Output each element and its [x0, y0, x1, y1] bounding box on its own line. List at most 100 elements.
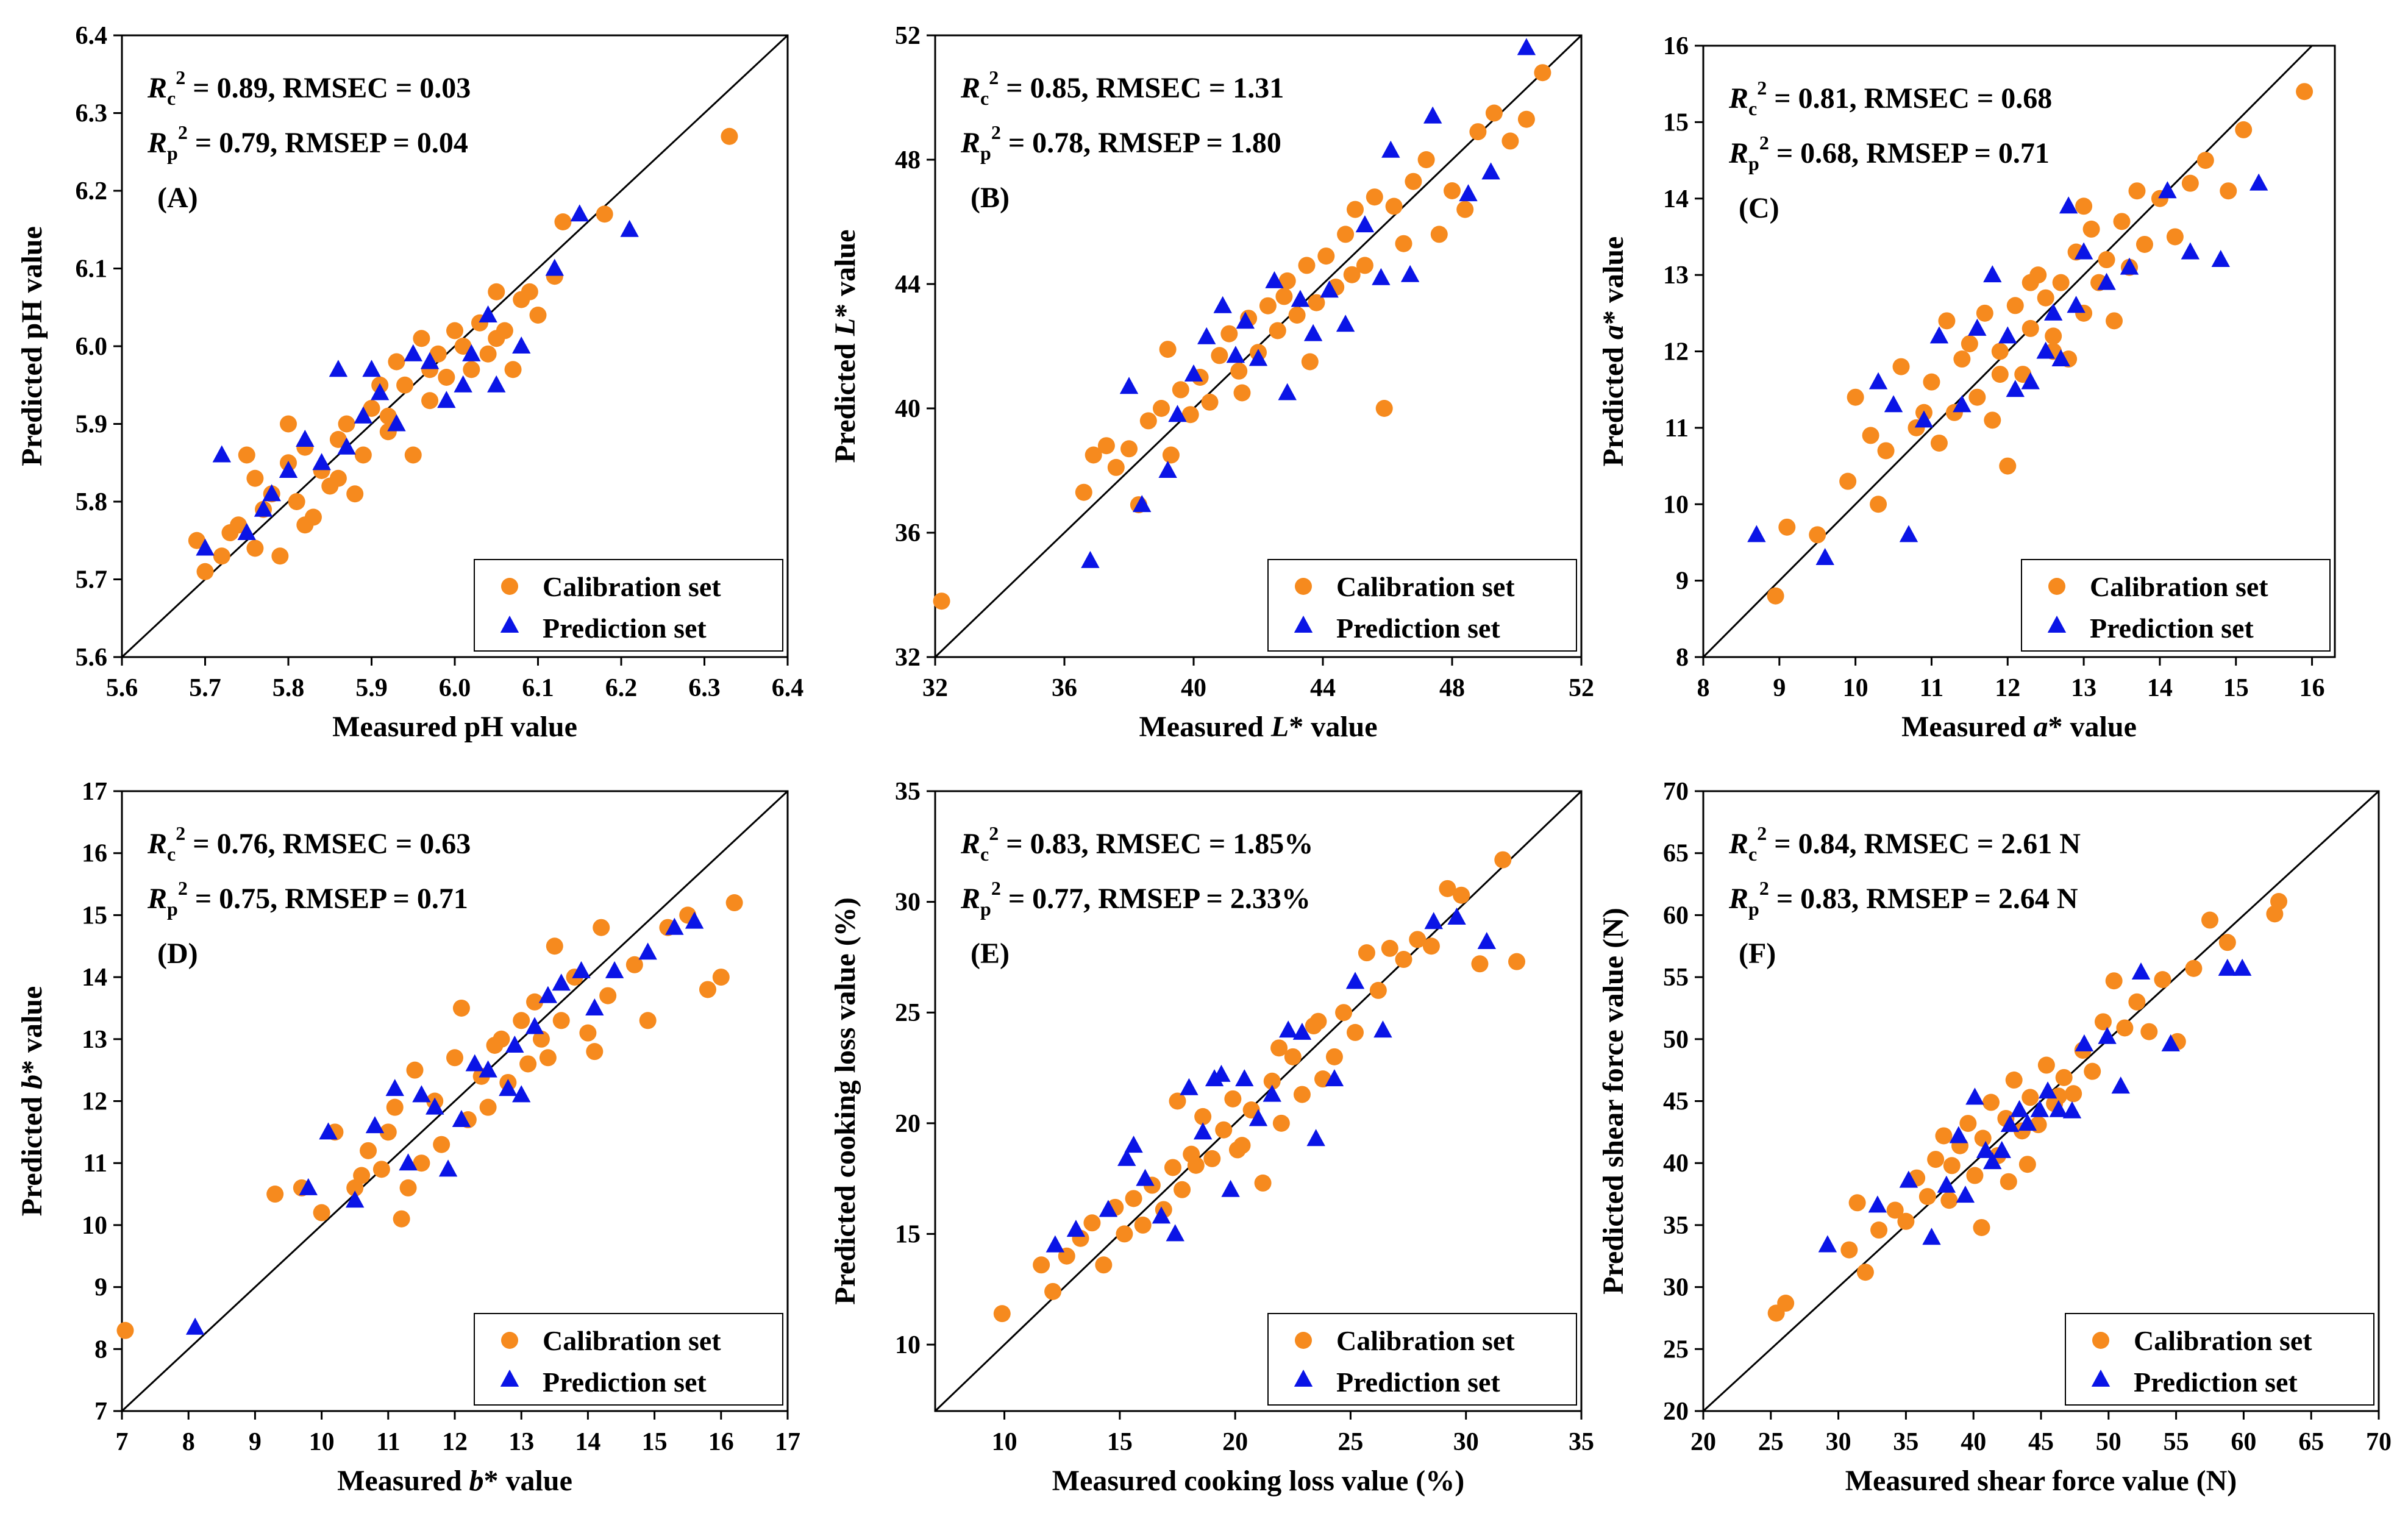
x-tick-label: 12: [442, 1428, 468, 1456]
stats-calibration: Rc2 = 0.85, RMSEC = 1.31: [960, 66, 1284, 109]
chart-panel-6: 20 25 30 35 40 45 50 55 60 65 70 20 25 30 35 40 45 50 55 60…: [1597, 778, 2392, 1497]
data-point-calibration: [1943, 1157, 1961, 1175]
data-point-calibration: [529, 307, 547, 324]
data-point-prediction: [2218, 958, 2237, 976]
data-point-calibration: [2098, 251, 2115, 269]
data-point-calibration: [1405, 172, 1422, 190]
data-point-calibration: [2218, 934, 2236, 951]
data-point-calibration: [230, 516, 248, 534]
data-point-prediction: [1983, 265, 2002, 283]
data-point-calibration: [1381, 939, 1398, 957]
data-point-calibration: [296, 516, 314, 534]
data-point-calibration: [1358, 944, 1375, 962]
data-point-prediction: [354, 406, 373, 424]
x-tick-label: 48: [1439, 674, 1465, 702]
data-point-prediction: [2062, 1101, 2082, 1118]
data-point-prediction: [2049, 1100, 2068, 1117]
legend-label-prediction: Prediction set: [543, 613, 707, 644]
x-tick-label: 9: [1773, 674, 1786, 702]
y-tick-label: 5.6: [76, 644, 108, 672]
panel-label: (A): [157, 182, 198, 214]
data-point-calibration: [1325, 1048, 1343, 1065]
y-tick-label: 5.7: [76, 566, 108, 594]
data-point-prediction: [346, 1190, 365, 1208]
data-point-calibration: [266, 1186, 284, 1203]
y-axis-label: Predicted shear force value (N): [1597, 908, 1630, 1295]
data-point-prediction: [1249, 349, 1268, 366]
data-point-prediction: [1166, 1224, 1184, 1242]
data-point-calibration: [2201, 911, 2218, 929]
data-point-prediction: [1158, 461, 1177, 478]
data-point-calibration: [246, 539, 264, 557]
data-point-calibration: [1953, 350, 1971, 368]
x-tick-label: 45: [2028, 1428, 2054, 1456]
data-point-calibration: [546, 937, 563, 955]
data-point-calibration: [238, 446, 255, 464]
data-point-calibration: [396, 376, 414, 394]
x-tick-label: 55: [2164, 1428, 2189, 1456]
data-point-calibration: [1444, 182, 1461, 199]
y-tick-label: 36: [895, 519, 921, 547]
x-tick-label: 35: [1569, 1428, 1594, 1456]
x-tick-label: 6.1: [522, 674, 554, 702]
data-point-calibration: [639, 1012, 657, 1029]
x-axis-label: Measured cooking loss value (%): [1052, 1465, 1464, 1497]
data-point-calibration: [1347, 1023, 1364, 1041]
legend-marker-prediction: [1294, 616, 1313, 633]
data-point-prediction: [254, 499, 273, 517]
data-point-calibration: [479, 345, 497, 363]
legend-marker-prediction: [2091, 1370, 2111, 1387]
data-point-prediction: [2161, 1034, 2180, 1051]
y-tick-label: 12: [82, 1088, 107, 1116]
data-point-calibration: [1356, 257, 1373, 274]
data-point-prediction: [1447, 908, 1466, 925]
data-point-prediction: [505, 1035, 524, 1053]
data-point-calibration: [1181, 406, 1199, 424]
y-axis-label: Predicted a* value: [1597, 236, 1630, 467]
y-tick-label: 9: [94, 1274, 107, 1302]
data-point-prediction: [1372, 268, 1391, 285]
y-axis-label: Predicted pH value: [16, 226, 48, 466]
data-point-calibration: [379, 1123, 397, 1141]
x-tick-label: 65: [2298, 1428, 2324, 1456]
data-point-prediction: [1355, 215, 1375, 233]
data-point-prediction: [1306, 1129, 1325, 1147]
data-point-calibration: [1194, 1108, 1212, 1125]
data-point-prediction: [2051, 349, 2070, 367]
legend-label-prediction: Prediction set: [543, 1367, 707, 1398]
legend-marker-calibration: [1295, 1332, 1312, 1349]
chart-panel-4: 7 8 9 10 11 12 13 14 15 16 17 7 8 9 10 11 12 13 14 15 16 17 Me…: [16, 778, 800, 1497]
data-point-calibration: [1164, 1159, 1181, 1176]
x-tick-label: 10: [1843, 674, 1868, 702]
data-point-prediction: [1279, 1020, 1298, 1038]
data-point-calibration: [1369, 981, 1387, 999]
data-point-prediction: [312, 453, 331, 471]
y-tick-label: 40: [895, 395, 921, 423]
y-tick-label: 52: [895, 22, 921, 50]
stats-prediction: Rp2 = 0.68, RMSEP = 0.71: [1728, 132, 2050, 174]
data-point-prediction: [538, 986, 558, 1003]
data-point-calibration: [1767, 587, 1784, 605]
data-point-calibration: [433, 1136, 451, 1153]
data-point-calibration: [288, 493, 305, 510]
data-point-prediction: [329, 360, 348, 377]
legend-label-calibration: Calibration set: [543, 571, 721, 602]
y-tick-label: 35: [895, 778, 921, 806]
data-point-calibration: [1085, 446, 1102, 464]
data-point-calibration: [1162, 446, 1180, 464]
data-point-prediction: [2059, 196, 2078, 214]
data-point-calibration: [1230, 362, 1248, 380]
data-point-prediction: [1983, 1152, 2002, 1170]
data-point-prediction: [2067, 296, 2086, 313]
data-point-prediction: [412, 1085, 431, 1103]
data-point-calibration: [1456, 201, 1474, 218]
data-point-calibration: [1897, 1212, 1915, 1230]
data-point-calibration: [1923, 373, 1940, 391]
y-tick-label: 6.0: [76, 333, 108, 361]
chart-panel-1: 5.6 5.7 5.8 5.9 6.0 6.1 6.2 6.3 6.4 5.6 5.7 5.8 5.9 6…: [16, 22, 803, 743]
y-tick-label: 14: [1663, 185, 1689, 213]
data-point-calibration: [1991, 343, 2009, 360]
data-point-calibration: [721, 127, 738, 145]
data-point-calibration: [2055, 1068, 2073, 1086]
data-point-calibration: [2084, 1062, 2101, 1080]
